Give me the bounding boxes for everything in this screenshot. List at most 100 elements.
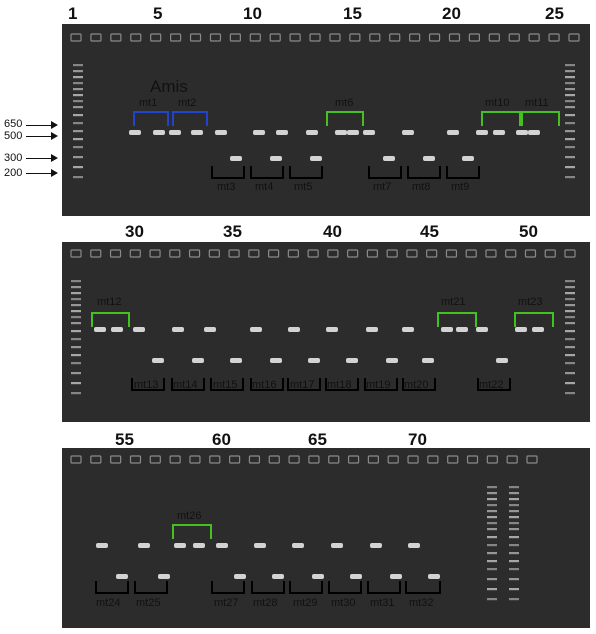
dna-band — [347, 130, 359, 135]
ladder-band — [73, 122, 83, 125]
bracket-mt13 — [131, 378, 165, 391]
dna-band — [169, 130, 181, 135]
dna-band — [133, 327, 145, 332]
ladder-band — [71, 346, 81, 349]
dna-band — [331, 543, 343, 548]
mt-label-1: mt1 — [139, 97, 158, 109]
ladder-band — [565, 70, 575, 73]
ladder-band — [487, 598, 497, 601]
gel-well — [526, 455, 538, 464]
ladder-band — [565, 280, 575, 283]
mt-label-21: mt21 — [441, 296, 466, 308]
dna-band — [408, 543, 420, 548]
ladder-band — [565, 76, 575, 79]
lane-number-50: 50 — [519, 222, 538, 241]
dna-band — [383, 156, 395, 161]
gel-well — [90, 33, 102, 42]
bracket-mt14 — [171, 378, 205, 391]
lane-number-40: 40 — [323, 222, 342, 241]
dna-band — [423, 156, 435, 161]
lane-number-25: 25 — [545, 4, 564, 23]
lane-number-45: 45 — [420, 222, 439, 241]
bracket-mt22 — [477, 378, 511, 391]
bracket-mt21 — [437, 312, 477, 327]
ladder-band — [565, 286, 575, 289]
dna-band — [138, 543, 150, 548]
dna-band — [116, 574, 128, 579]
ladder-band — [565, 338, 575, 341]
gel-well — [307, 249, 319, 258]
gel-well — [349, 33, 361, 42]
gel-well — [528, 33, 540, 42]
gel-well — [486, 455, 498, 464]
ladder-band — [73, 156, 83, 159]
gel-well — [465, 249, 477, 258]
bracket-mt8 — [407, 166, 441, 179]
ladder-band — [73, 64, 83, 67]
ladder-band — [565, 82, 575, 85]
gel-well — [309, 33, 321, 42]
dna-band — [386, 358, 398, 363]
gel-well — [150, 33, 162, 42]
dna-band — [204, 327, 216, 332]
mt-label-20: mt20 — [404, 379, 429, 391]
ladder-band — [509, 522, 519, 525]
gel-well — [548, 33, 560, 42]
lane-number-35: 35 — [223, 222, 242, 241]
gel-well — [308, 455, 320, 464]
ladder-band — [71, 310, 81, 313]
ladder-band — [71, 354, 81, 357]
ladder-band — [487, 552, 497, 555]
ladder-band — [71, 330, 81, 333]
bracket-mt28 — [251, 581, 285, 594]
dna-band — [476, 327, 488, 332]
ladder-band — [509, 486, 519, 489]
ladder-band — [565, 316, 575, 319]
bracket-mt26 — [172, 524, 212, 539]
gel-well — [386, 249, 398, 258]
ladder-band — [565, 298, 575, 301]
marker-200-arrow — [26, 167, 58, 179]
mt-label-25: mt25 — [136, 597, 161, 609]
dna-band — [326, 327, 338, 332]
gel-well — [110, 455, 122, 464]
gel-well — [427, 455, 439, 464]
mt-label-5: mt5 — [294, 181, 313, 193]
gel-well — [544, 249, 556, 258]
gel-well — [428, 33, 441, 42]
gel-well — [564, 249, 576, 258]
ladder-band — [73, 94, 83, 97]
gel-well — [189, 33, 202, 42]
ladder-band — [509, 510, 519, 513]
dna-band — [422, 358, 434, 363]
gel-well — [447, 455, 459, 464]
dna-band — [216, 543, 228, 548]
dna-band — [310, 156, 322, 161]
ladder-band — [487, 510, 497, 513]
ladder-band — [565, 156, 575, 159]
ladder-band — [71, 304, 81, 307]
mt-label-18: mt18 — [327, 379, 352, 391]
bracket-mt3 — [211, 166, 245, 179]
gel-panel-2 — [62, 242, 590, 422]
gel-background — [62, 242, 590, 422]
mt-label-27: mt27 — [214, 597, 239, 609]
dna-band — [476, 130, 488, 135]
dna-band — [215, 130, 227, 135]
dna-band — [111, 327, 123, 332]
ladder-band — [71, 372, 81, 375]
ladder-band — [565, 322, 575, 325]
ladder-band — [487, 560, 497, 563]
gel-well — [287, 249, 299, 258]
gel-well — [189, 455, 201, 464]
ladder-band — [73, 76, 83, 79]
bracket-mt19 — [364, 378, 398, 391]
lane-number-60: 60 — [212, 430, 231, 449]
mt-label-11: mt11 — [525, 97, 549, 109]
mt-label-4: mt4 — [255, 181, 274, 193]
marker-300-label: 300 — [4, 152, 23, 164]
gel-well — [505, 249, 517, 258]
dna-band — [234, 574, 246, 579]
mt-label-3: mt3 — [217, 181, 236, 193]
dna-band — [370, 543, 382, 548]
